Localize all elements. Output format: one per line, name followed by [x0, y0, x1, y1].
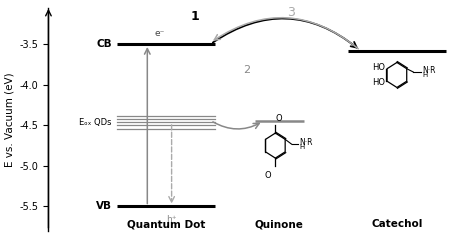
Text: Catechol: Catechol: [371, 219, 423, 229]
Text: Eₒₓ QDs: Eₒₓ QDs: [79, 118, 112, 127]
Text: Quantum Dot: Quantum Dot: [127, 219, 205, 229]
Text: O: O: [265, 171, 272, 180]
Text: N·R: N·R: [422, 66, 436, 75]
Text: e⁻: e⁻: [154, 29, 164, 39]
Text: Quinone: Quinone: [255, 219, 304, 229]
Text: HO: HO: [373, 78, 385, 87]
Y-axis label: E vs. Vacuum (eV): E vs. Vacuum (eV): [4, 72, 14, 167]
Text: N·R: N·R: [299, 138, 312, 147]
Text: HO: HO: [373, 63, 385, 72]
Text: 1: 1: [190, 10, 199, 23]
Text: VB: VB: [96, 201, 112, 212]
Text: CB: CB: [96, 39, 112, 49]
Text: H: H: [422, 72, 428, 78]
Text: 3: 3: [288, 6, 295, 19]
Text: h⁺: h⁺: [166, 215, 177, 223]
Text: 2: 2: [243, 65, 250, 74]
Text: O: O: [275, 114, 282, 122]
Text: H: H: [299, 145, 304, 150]
